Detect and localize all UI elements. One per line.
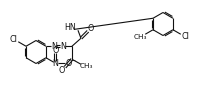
Text: CH₃: CH₃ <box>133 34 147 40</box>
Text: O: O <box>65 59 72 68</box>
Text: N: N <box>52 59 58 68</box>
Text: O: O <box>58 66 65 75</box>
Text: −: − <box>70 58 75 63</box>
Text: Cl: Cl <box>10 35 18 44</box>
Text: O: O <box>52 46 58 55</box>
Text: N: N <box>51 42 57 51</box>
Text: HN: HN <box>64 23 76 32</box>
Text: Cl: Cl <box>180 32 188 41</box>
Text: CH₃: CH₃ <box>79 63 92 69</box>
Text: O: O <box>87 24 94 33</box>
Text: N: N <box>60 42 66 51</box>
